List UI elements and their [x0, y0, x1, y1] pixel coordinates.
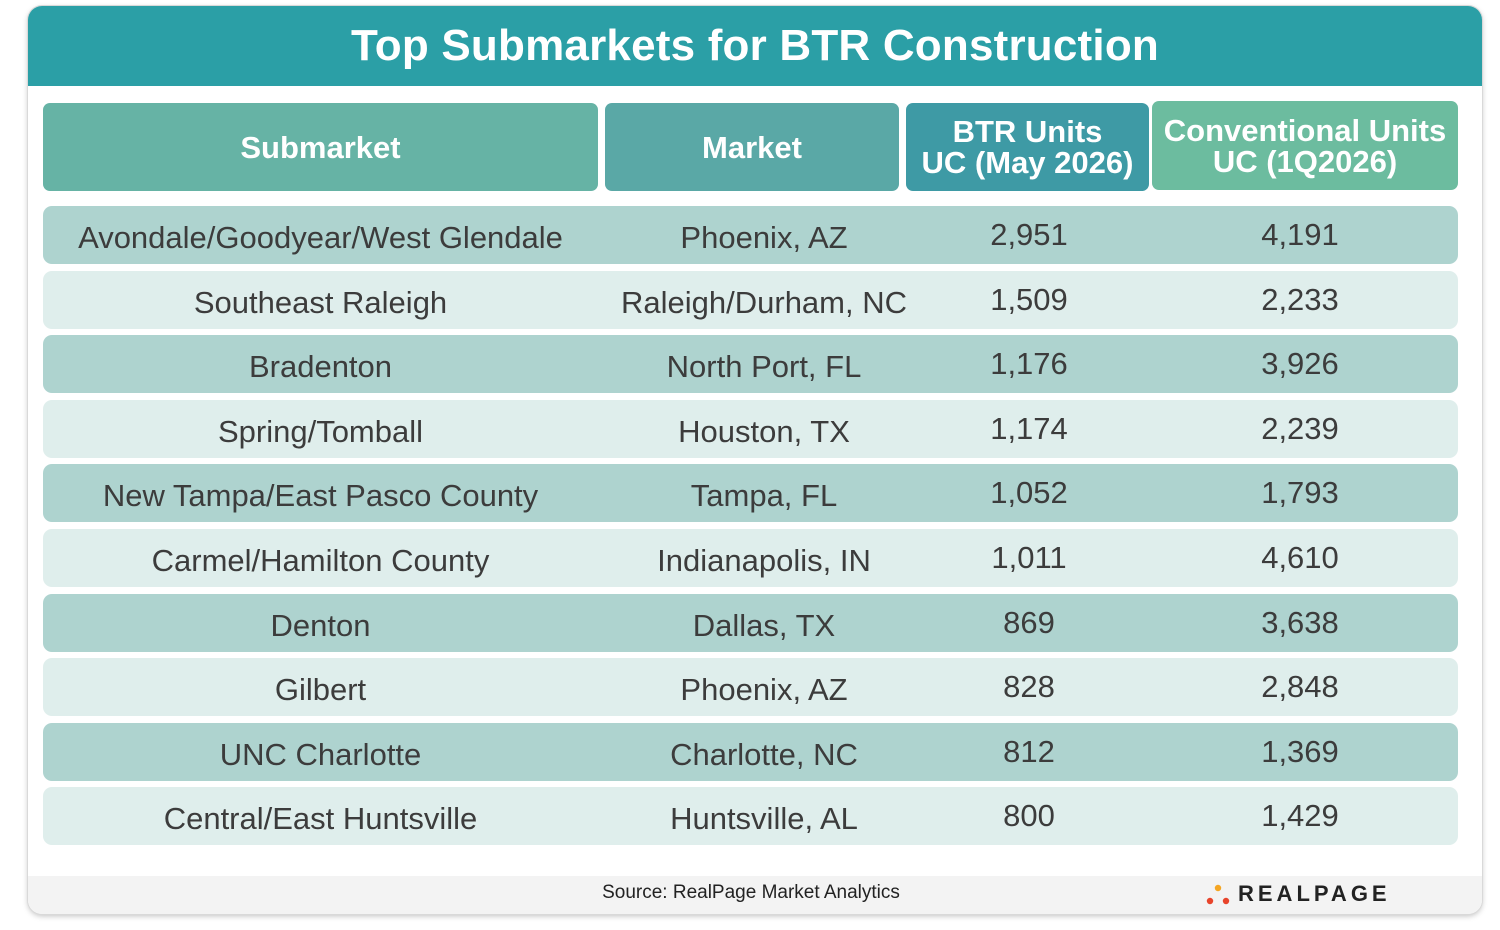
cell-btr-units: 1,011 [991, 540, 1067, 575]
cell-btr-units: 1,176 [990, 346, 1068, 381]
cell-btr-units: 869 [1003, 605, 1055, 640]
cell-conventional-units: 4,191 [1261, 217, 1339, 252]
cell-conventional-units: 1,369 [1261, 734, 1339, 769]
realpage-logo: REALPAGE [1204, 880, 1391, 908]
header-submarket: Submarket [43, 103, 598, 191]
cell-submarket: Bradenton [248, 349, 393, 384]
cell-market: Phoenix, AZ [680, 220, 848, 255]
cell-market: Charlotte, NC [670, 737, 858, 772]
cell-conventional-units: 2,848 [1261, 669, 1339, 704]
cell-market: Dallas, TX [692, 608, 836, 643]
source-note: Source: RealPage Market Analytics [602, 882, 900, 903]
cell-btr-units: 2,951 [990, 217, 1068, 252]
cell-btr-units: 1,174 [990, 411, 1068, 446]
table-row: New Tampa/East Pasco County Tampa, FL 1,05… [43, 464, 1458, 522]
table-row: Denton Dallas, TX 869 3,638 [43, 594, 1458, 652]
cell-btr-units: 828 [1003, 669, 1055, 704]
table-row: Southeast Raleigh Raleigh/Durham, NC 1,509… [43, 271, 1458, 329]
cell-submarket: Southeast Raleigh [193, 285, 448, 320]
cell-conventional-units: 2,239 [1261, 411, 1339, 446]
table-row: Bradenton North Port, FL 1,176 3,926 [43, 335, 1458, 393]
cell-submarket: Carmel/Hamilton County [151, 543, 490, 578]
table-title: Top Submarkets for BTR Construction [28, 6, 1482, 86]
header-btr-units-line1: BTR Units [952, 114, 1103, 149]
cell-btr-units: 812 [1003, 734, 1055, 769]
footer-bar [28, 876, 1482, 914]
header-conventional-units-line2: UC (1Q2026) [1212, 143, 1398, 179]
cell-market: Indianapolis, IN [657, 543, 871, 578]
cell-btr-units: 1,052 [990, 475, 1068, 510]
cell-submarket: Avondale/Goodyear/West Glendale [78, 220, 563, 255]
header-market: Market [605, 103, 899, 191]
cell-market: North Port, FL [666, 349, 862, 384]
header-market-label: Market [702, 129, 802, 165]
header-submarket-label: Submarket [240, 129, 401, 165]
cell-submarket: Central/East Huntsville [163, 801, 478, 836]
realpage-logo-text: REALPAGE [1238, 881, 1391, 906]
cell-market: Tampa, FL [690, 478, 838, 513]
cell-conventional-units: 3,926 [1261, 346, 1339, 381]
table-card: Top Submarkets for BTR Construction Subm… [28, 6, 1482, 914]
cell-submarket: New Tampa/East Pasco County [102, 478, 539, 513]
cell-market: Huntsville, AL [670, 801, 858, 836]
table-row: Avondale/Goodyear/West Glendale Phoenix, … [43, 206, 1458, 264]
cell-conventional-units: 4,610 [1261, 540, 1339, 575]
cell-submarket: Spring/Tomball [217, 414, 424, 449]
table-row: Central/East Huntsville Huntsville, AL 800… [43, 787, 1458, 845]
cell-market: Phoenix, AZ [680, 672, 848, 707]
table-row: Carmel/Hamilton County Indianapolis, IN 1,… [43, 529, 1458, 587]
realpage-dots-icon [1206, 884, 1230, 905]
table-row: UNC Charlotte Charlotte, NC 812 1,369 [43, 723, 1458, 781]
table-row: Spring/Tomball Houston, TX 1,174 2,239 [43, 400, 1458, 458]
cell-submarket: UNC Charlotte [219, 737, 422, 772]
header-btr-units-line2: UC (May 2026) [921, 145, 1134, 180]
cell-submarket: Gilbert [274, 672, 367, 707]
table-row: Gilbert Phoenix, AZ 828 2,848 [43, 658, 1458, 716]
cell-btr-units: 800 [1003, 798, 1055, 833]
header-conventional-units-line1: Conventional Units [1163, 112, 1447, 148]
cell-market: Houston, TX [678, 414, 850, 449]
header-btr-units: BTR Units UC (May 2026) [906, 103, 1149, 191]
header-conventional-units: Conventional Units UC (1Q2026) [1152, 101, 1458, 190]
cell-submarket: Denton [270, 608, 371, 643]
cell-conventional-units: 1,793 [1261, 475, 1339, 510]
cell-conventional-units: 3,638 [1261, 605, 1339, 640]
cell-btr-units: 1,509 [990, 282, 1068, 317]
cell-conventional-units: 1,429 [1261, 798, 1339, 833]
cell-market: Raleigh/Durham, NC [621, 285, 907, 320]
cell-conventional-units: 2,233 [1261, 282, 1339, 317]
